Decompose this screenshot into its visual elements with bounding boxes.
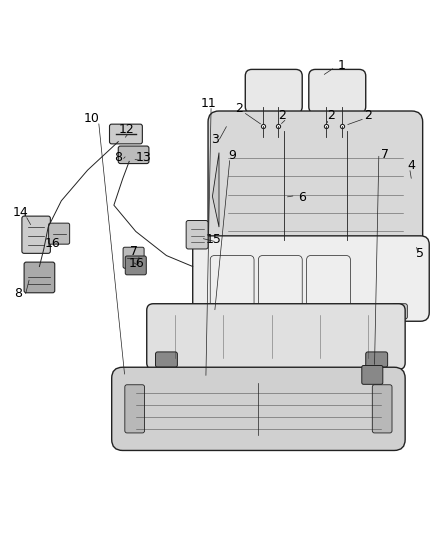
FancyBboxPatch shape [147,304,405,369]
FancyBboxPatch shape [125,385,145,433]
FancyBboxPatch shape [372,385,392,433]
Text: 10: 10 [84,112,100,125]
Text: 13: 13 [136,151,152,164]
Text: 5: 5 [417,247,424,260]
FancyBboxPatch shape [123,247,144,268]
Text: 8: 8 [114,151,122,164]
Text: 2: 2 [327,109,335,122]
Text: 9: 9 [228,149,236,162]
FancyBboxPatch shape [125,256,146,275]
FancyBboxPatch shape [118,146,149,164]
FancyBboxPatch shape [49,223,70,244]
Text: 1: 1 [338,59,346,71]
FancyBboxPatch shape [309,69,366,113]
Text: 15: 15 [206,233,222,246]
Text: 11: 11 [200,96,216,110]
Text: 4: 4 [408,159,416,172]
FancyBboxPatch shape [362,366,383,384]
Text: 14: 14 [13,206,29,219]
Text: 12: 12 [118,123,134,136]
Text: 7: 7 [381,148,389,161]
Text: 6: 6 [298,191,306,204]
FancyBboxPatch shape [112,367,405,450]
FancyBboxPatch shape [22,216,50,253]
FancyBboxPatch shape [204,304,219,319]
FancyBboxPatch shape [208,111,423,260]
Text: 2: 2 [364,109,372,122]
FancyBboxPatch shape [392,304,407,319]
Text: 16: 16 [129,257,145,270]
FancyBboxPatch shape [193,236,429,321]
FancyBboxPatch shape [186,221,208,249]
FancyBboxPatch shape [110,124,142,144]
Text: 3: 3 [211,133,219,146]
Text: 8: 8 [14,287,22,300]
Text: 16: 16 [45,237,60,250]
Polygon shape [212,152,219,227]
FancyBboxPatch shape [24,262,55,293]
FancyBboxPatch shape [366,352,388,367]
Text: 2: 2 [235,102,243,115]
FancyBboxPatch shape [155,352,177,367]
Text: 2: 2 [279,109,286,122]
Text: 7: 7 [130,245,138,257]
FancyBboxPatch shape [245,69,302,113]
